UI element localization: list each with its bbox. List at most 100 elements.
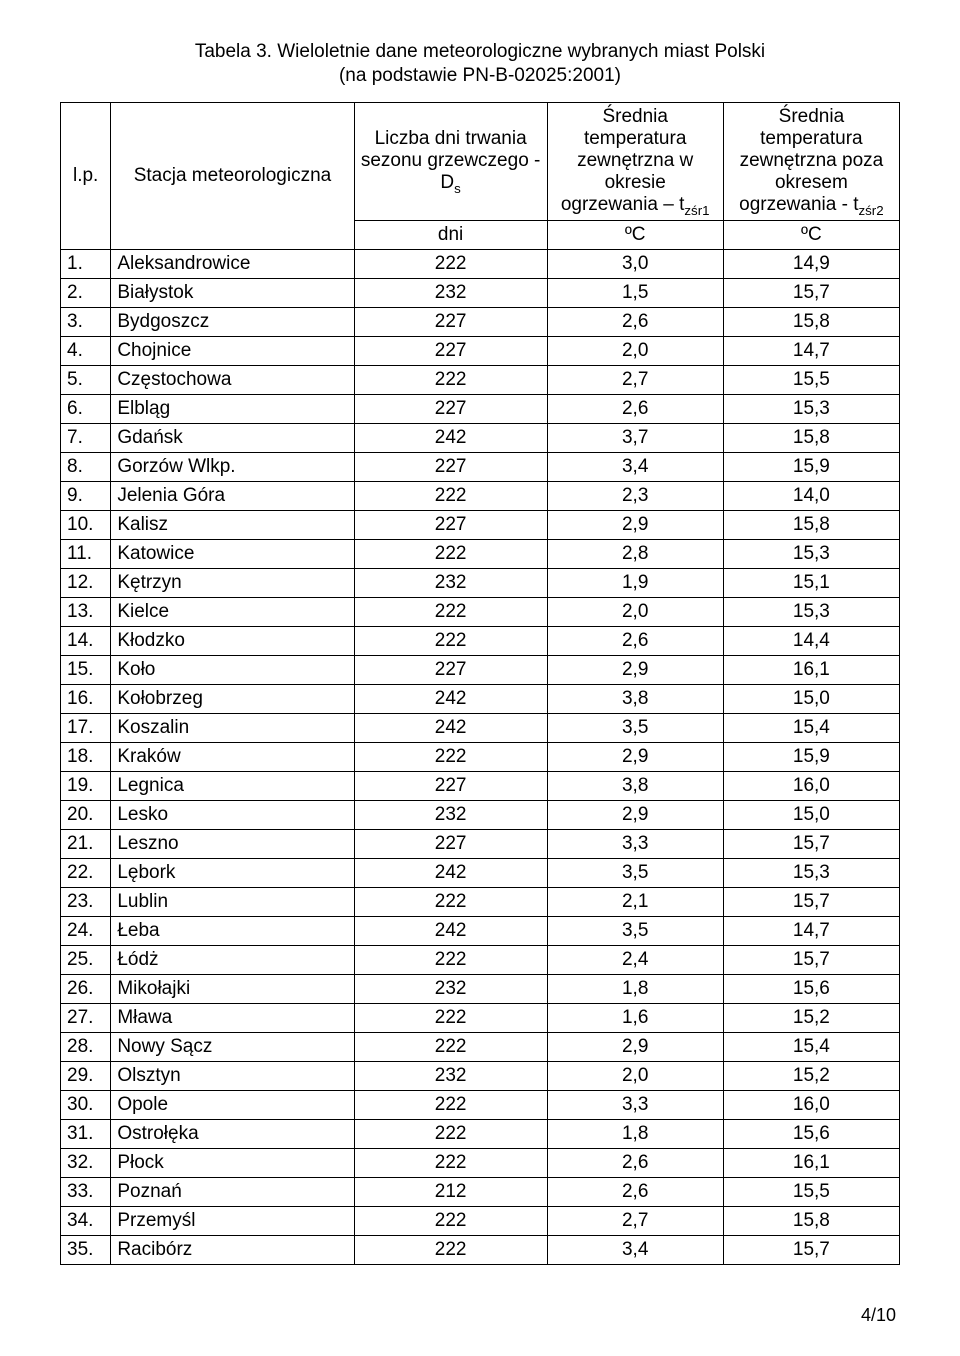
cell-t1: 2,9: [547, 801, 723, 830]
table-row: 23.Lublin2222,115,7: [61, 888, 900, 917]
cell-city: Płock: [111, 1149, 354, 1178]
cell-days: 222: [354, 598, 547, 627]
cell-days: 232: [354, 1062, 547, 1091]
cell-days: 232: [354, 975, 547, 1004]
cell-t1: 2,0: [547, 337, 723, 366]
cell-days: 242: [354, 859, 547, 888]
table-row: 10.Kalisz2272,915,8: [61, 511, 900, 540]
cell-t1: 2,6: [547, 627, 723, 656]
cell-lp: 33.: [61, 1178, 111, 1207]
cell-lp: 24.: [61, 917, 111, 946]
table-row: 25.Łódż2222,415,7: [61, 946, 900, 975]
table-row: 3.Bydgoszcz2272,615,8: [61, 308, 900, 337]
cell-t2: 15,7: [723, 1236, 899, 1265]
table-row: 34.Przemyśl2222,715,8: [61, 1207, 900, 1236]
header-row-1: l.p. Stacja meteorologiczna Liczba dni t…: [61, 102, 900, 221]
cell-days: 232: [354, 279, 547, 308]
table-row: 13.Kielce2222,015,3: [61, 598, 900, 627]
cell-t1: 1,8: [547, 1120, 723, 1149]
cell-lp: 29.: [61, 1062, 111, 1091]
cell-city: Kielce: [111, 598, 354, 627]
cell-t1: 1,8: [547, 975, 723, 1004]
cell-city: Lębork: [111, 859, 354, 888]
cell-lp: 4.: [61, 337, 111, 366]
cell-city: Łódż: [111, 946, 354, 975]
cell-t1: 3,5: [547, 714, 723, 743]
cell-t1: 3,5: [547, 859, 723, 888]
cell-days: 222: [354, 1120, 547, 1149]
table-row: 26.Mikołajki2321,815,6: [61, 975, 900, 1004]
cell-lp: 34.: [61, 1207, 111, 1236]
cell-t2: 15,9: [723, 743, 899, 772]
cell-t1: 1,9: [547, 569, 723, 598]
cell-days: 222: [354, 1149, 547, 1178]
table-row: 35.Racibórz2223,415,7: [61, 1236, 900, 1265]
cell-city: Lublin: [111, 888, 354, 917]
cell-t1: 3,0: [547, 250, 723, 279]
cell-t2: 16,1: [723, 1149, 899, 1178]
cell-lp: 31.: [61, 1120, 111, 1149]
cell-city: Leszno: [111, 830, 354, 859]
table-row: 29.Olsztyn2322,015,2: [61, 1062, 900, 1091]
cell-t1: 2,9: [547, 511, 723, 540]
cell-lp: 21.: [61, 830, 111, 859]
cell-lp: 15.: [61, 656, 111, 685]
cell-t2: 14,0: [723, 482, 899, 511]
cell-days: 222: [354, 1236, 547, 1265]
cell-city: Ostrołęka: [111, 1120, 354, 1149]
cell-t2: 15,8: [723, 424, 899, 453]
cell-lp: 32.: [61, 1149, 111, 1178]
cell-t1: 2,6: [547, 395, 723, 424]
cell-lp: 26.: [61, 975, 111, 1004]
table-row: 4.Chojnice2272,014,7: [61, 337, 900, 366]
cell-days: 222: [354, 1004, 547, 1033]
cell-lp: 19.: [61, 772, 111, 801]
cell-days: 242: [354, 424, 547, 453]
table-row: 1.Aleksandrowice2223,014,9: [61, 250, 900, 279]
cell-t1: 2,6: [547, 308, 723, 337]
cell-lp: 12.: [61, 569, 111, 598]
cell-t1: 3,4: [547, 1236, 723, 1265]
cell-lp: 17.: [61, 714, 111, 743]
cell-lp: 13.: [61, 598, 111, 627]
cell-days: 232: [354, 569, 547, 598]
cell-t2: 15,8: [723, 1207, 899, 1236]
cell-city: Jelenia Góra: [111, 482, 354, 511]
cell-t2: 15,6: [723, 1120, 899, 1149]
cell-city: Nowy Sącz: [111, 1033, 354, 1062]
table-row: 27.Mława2221,615,2: [61, 1004, 900, 1033]
cell-city: Aleksandrowice: [111, 250, 354, 279]
cell-t1: 2,9: [547, 656, 723, 685]
cell-t2: 14,9: [723, 250, 899, 279]
cell-city: Kraków: [111, 743, 354, 772]
table-row: 6.Elbląg2272,615,3: [61, 395, 900, 424]
cell-city: Katowice: [111, 540, 354, 569]
cell-days: 227: [354, 772, 547, 801]
cell-city: Olsztyn: [111, 1062, 354, 1091]
cell-city: Opole: [111, 1091, 354, 1120]
cell-lp: 8.: [61, 453, 111, 482]
cell-days: 227: [354, 395, 547, 424]
cell-t1: 2,9: [547, 743, 723, 772]
cell-city: Poznań: [111, 1178, 354, 1207]
cell-days: 227: [354, 511, 547, 540]
table-row: 24.Łeba2423,514,7: [61, 917, 900, 946]
cell-t1: 2,7: [547, 366, 723, 395]
cell-t2: 15,7: [723, 888, 899, 917]
cell-t1: 2,9: [547, 1033, 723, 1062]
cell-city: Koszalin: [111, 714, 354, 743]
cell-lp: 18.: [61, 743, 111, 772]
cell-lp: 6.: [61, 395, 111, 424]
cell-city: Chojnice: [111, 337, 354, 366]
cell-lp: 16.: [61, 685, 111, 714]
cell-t2: 15,0: [723, 801, 899, 830]
cell-city: Łeba: [111, 917, 354, 946]
unit-c-1: ºC: [547, 221, 723, 250]
cell-city: Kołobrzeg: [111, 685, 354, 714]
table-row: 20.Lesko2322,915,0: [61, 801, 900, 830]
cell-t2: 14,7: [723, 337, 899, 366]
cell-t1: 1,5: [547, 279, 723, 308]
col-t2: Średnia temperatura zewnętrzna poza okre…: [723, 102, 899, 221]
cell-lp: 28.: [61, 1033, 111, 1062]
cell-days: 227: [354, 656, 547, 685]
